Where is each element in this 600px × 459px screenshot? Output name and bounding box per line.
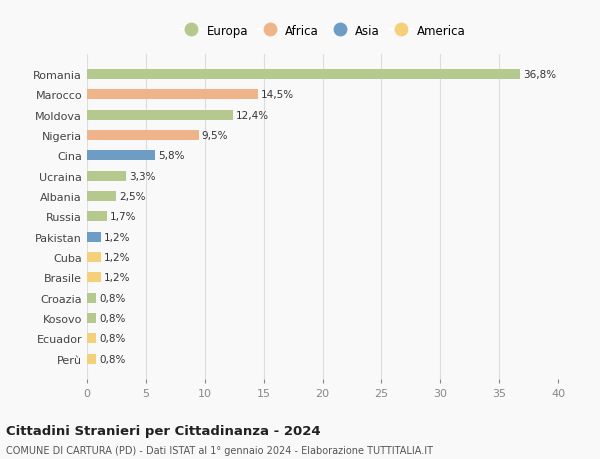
- Bar: [87, 171, 126, 181]
- Legend: Europa, Africa, Asia, America: Europa, Africa, Asia, America: [177, 22, 468, 40]
- Bar: [87, 131, 199, 141]
- Text: 36,8%: 36,8%: [523, 70, 556, 80]
- Text: 12,4%: 12,4%: [236, 111, 269, 120]
- Bar: [87, 252, 101, 263]
- Bar: [87, 110, 233, 121]
- Bar: [87, 212, 107, 222]
- Text: Cittadini Stranieri per Cittadinanza - 2024: Cittadini Stranieri per Cittadinanza - 2…: [6, 425, 320, 437]
- Bar: [87, 232, 101, 242]
- Bar: [87, 334, 97, 344]
- Bar: [87, 313, 97, 324]
- Text: 5,8%: 5,8%: [158, 151, 185, 161]
- Bar: [87, 273, 101, 283]
- Text: 2,5%: 2,5%: [119, 191, 146, 202]
- Text: 1,7%: 1,7%: [110, 212, 136, 222]
- Text: 0,8%: 0,8%: [100, 334, 126, 344]
- Text: 1,2%: 1,2%: [104, 252, 131, 263]
- Bar: [87, 191, 116, 202]
- Text: 14,5%: 14,5%: [260, 90, 294, 100]
- Text: 3,3%: 3,3%: [129, 171, 155, 181]
- Text: 0,8%: 0,8%: [100, 293, 126, 303]
- Bar: [87, 151, 155, 161]
- Text: 1,2%: 1,2%: [104, 232, 131, 242]
- Bar: [87, 70, 520, 80]
- Text: 9,5%: 9,5%: [202, 131, 229, 141]
- Bar: [87, 90, 258, 100]
- Text: 0,8%: 0,8%: [100, 354, 126, 364]
- Text: COMUNE DI CARTURA (PD) - Dati ISTAT al 1° gennaio 2024 - Elaborazione TUTTITALIA: COMUNE DI CARTURA (PD) - Dati ISTAT al 1…: [6, 445, 433, 455]
- Text: 1,2%: 1,2%: [104, 273, 131, 283]
- Bar: [87, 293, 97, 303]
- Bar: [87, 354, 97, 364]
- Text: 0,8%: 0,8%: [100, 313, 126, 323]
